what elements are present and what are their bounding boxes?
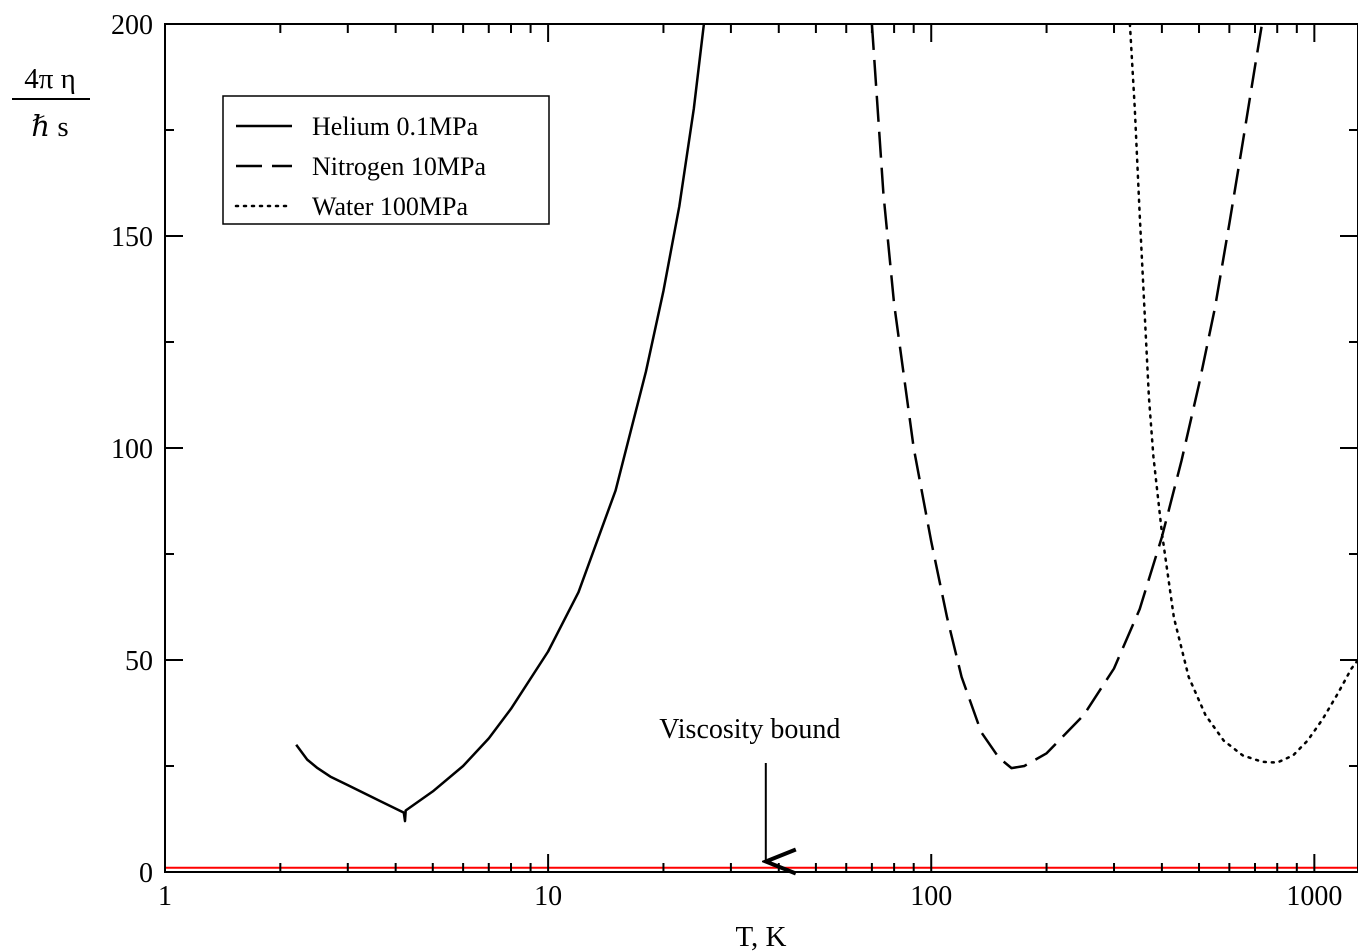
legend: Helium 0.1MPa Nitrogen 10MPa Water 100MPa	[222, 95, 550, 225]
y-axis-label-numerator: 4π η	[24, 63, 76, 95]
legend-box	[222, 95, 550, 225]
y-tick-label: 0	[139, 858, 153, 889]
legend-label: Water 100MPa	[312, 192, 468, 221]
y-axis-label-denominator: ℏ s	[31, 111, 68, 143]
x-axis-label: T, K	[735, 921, 786, 952]
y-tick-label: 200	[111, 10, 153, 41]
y-tick-label: 100	[111, 434, 153, 465]
viscosity-bound-annotation: Viscosity bound	[659, 714, 840, 862]
series-line-helium-0-1mpa	[295, 24, 706, 823]
y-tick-label: 50	[125, 646, 153, 677]
x-tick-label: 1000	[1286, 881, 1342, 912]
y-axis-label: 4π η ℏ s	[12, 63, 90, 143]
axis-ticks	[164, 23, 1358, 873]
viscosity-bound-label: Viscosity bound	[659, 714, 840, 745]
legend-label: Nitrogen 10MPa	[312, 152, 487, 181]
x-tick-label: 100	[910, 881, 952, 912]
x-tick-label: 10	[534, 881, 562, 912]
series-line-nitrogen-10mpa	[870, 24, 1264, 770]
series-line-water-100mpa	[1128, 24, 1358, 764]
x-tick-label: 1	[158, 881, 172, 912]
plot-series	[165, 24, 1358, 869]
axis-tick-labels: 1 10 100 1000 0 50 100 150 200	[111, 10, 1342, 912]
legend-label: Helium 0.1MPa	[312, 112, 479, 141]
y-tick-label: 150	[111, 222, 153, 253]
